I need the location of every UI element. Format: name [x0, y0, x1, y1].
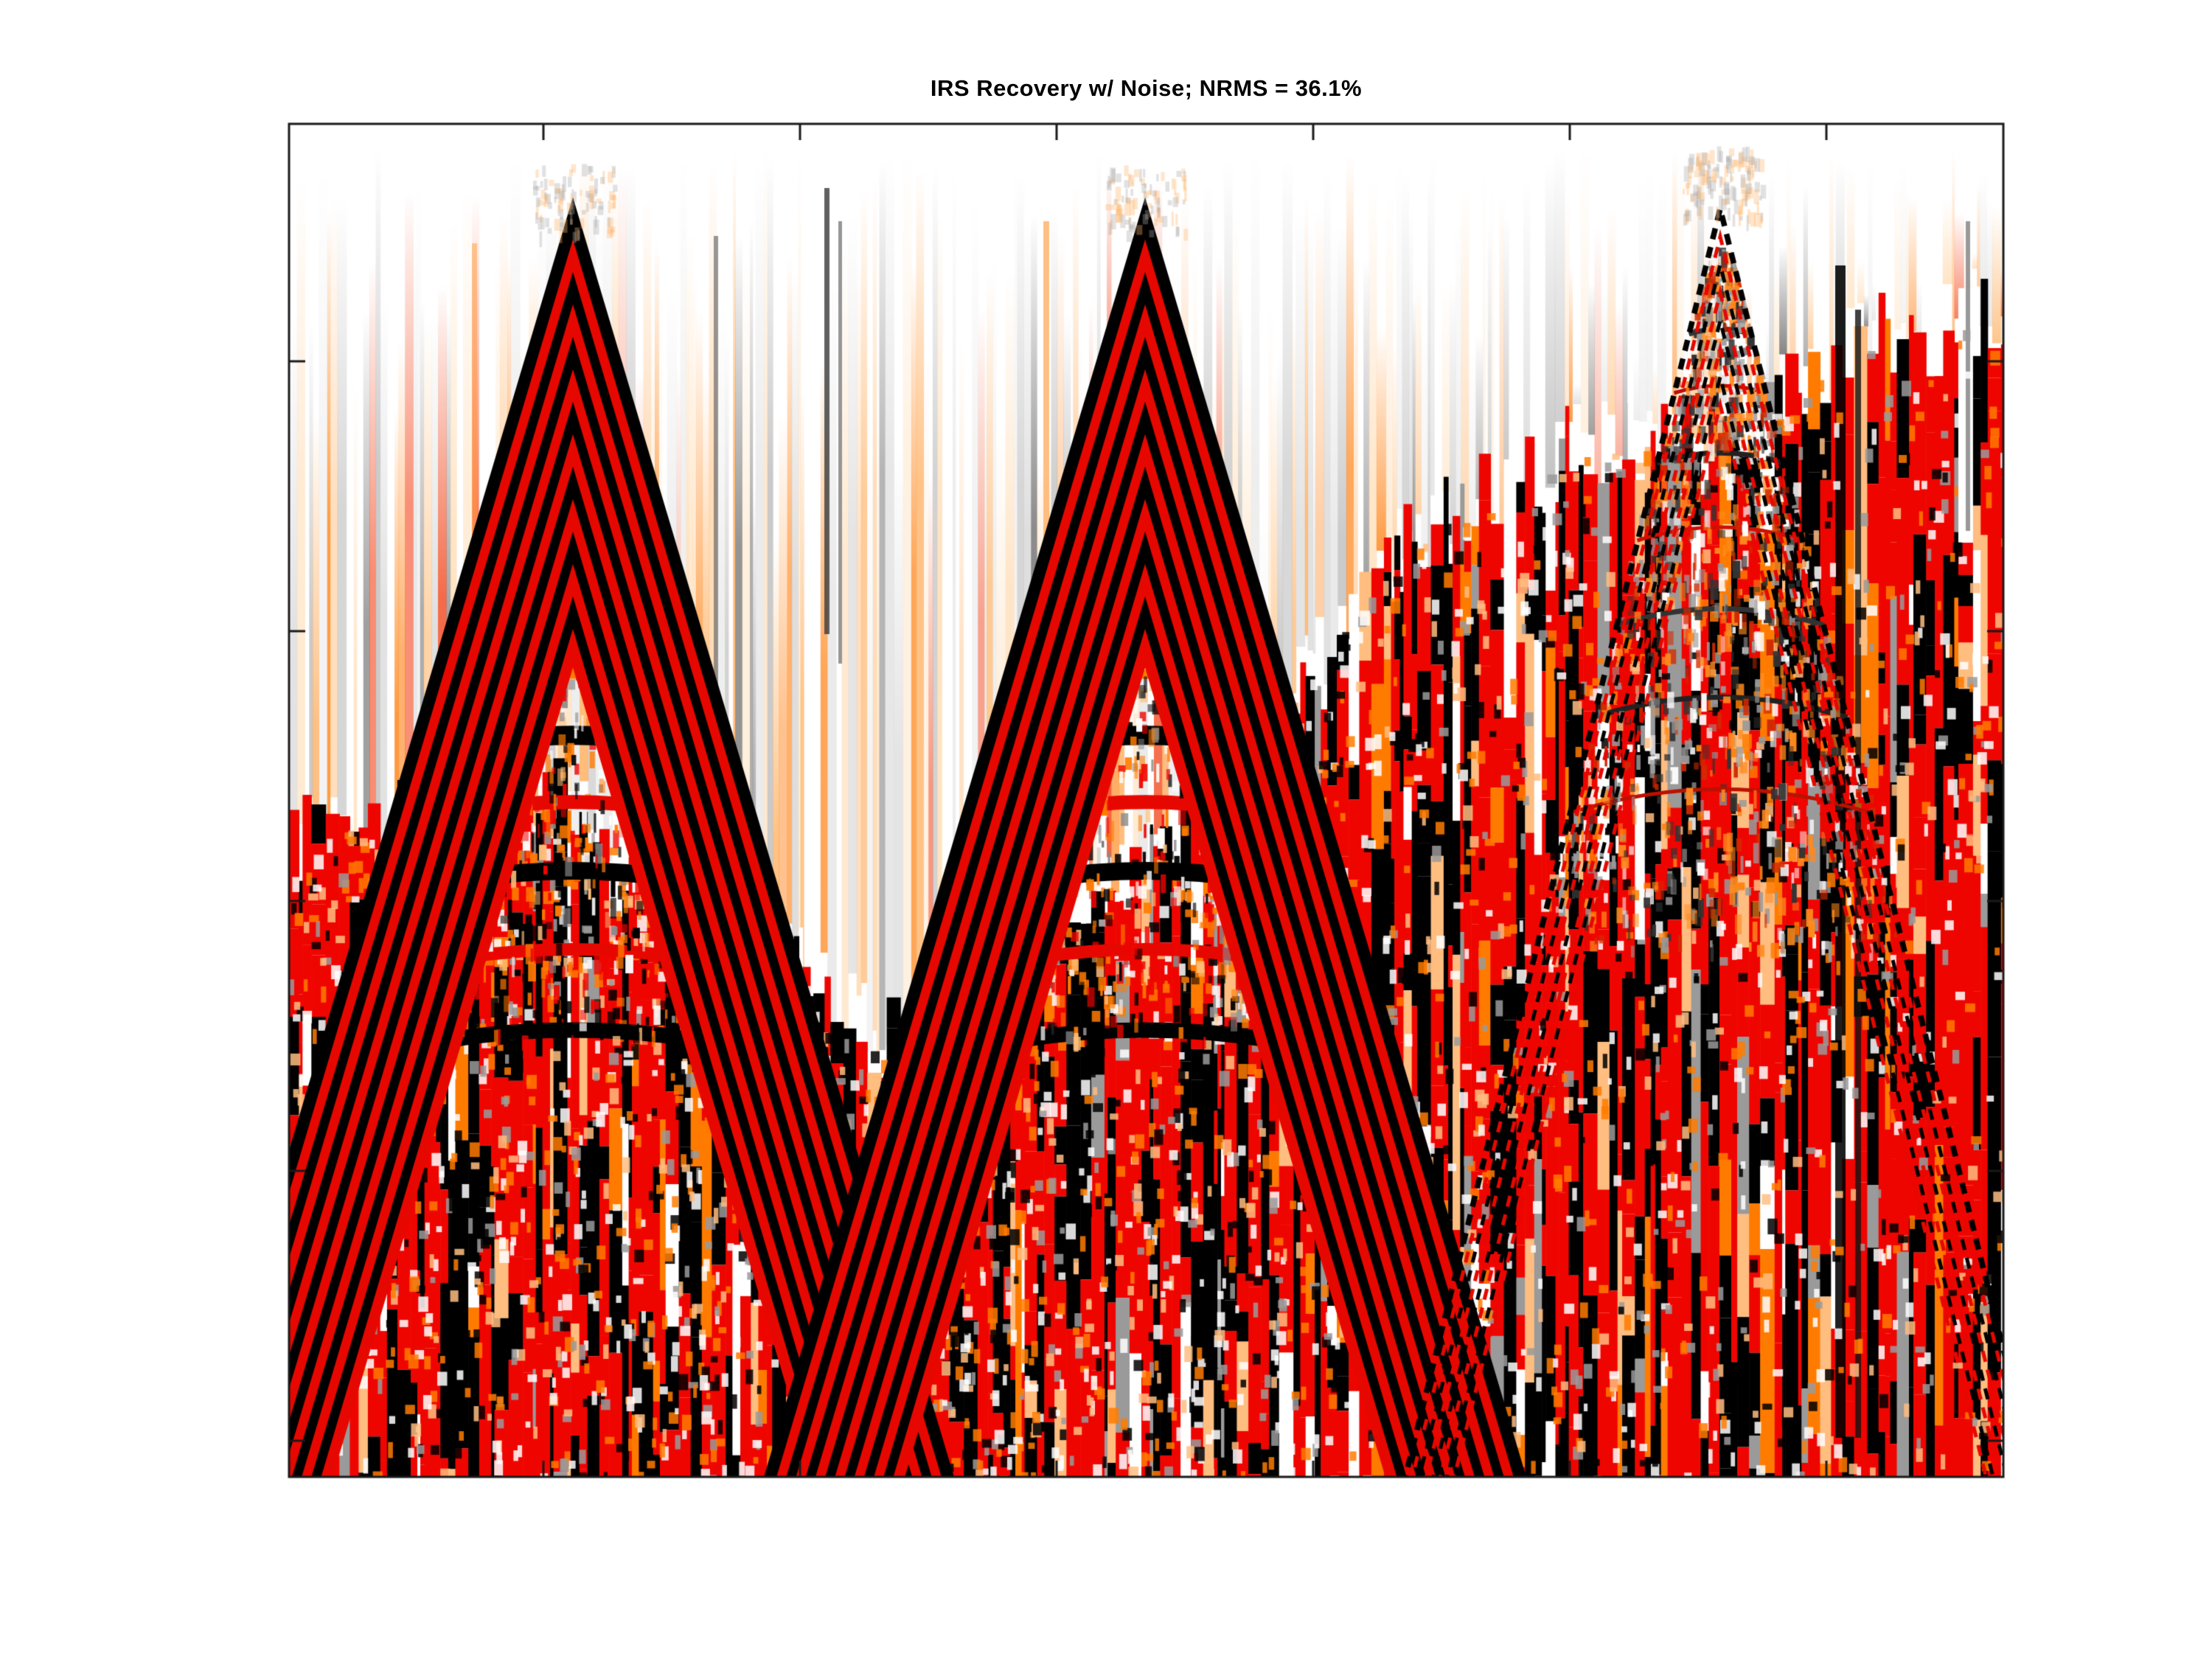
plot-title: IRS Recovery w/ Noise; NRMS = 36.1%	[930, 75, 1363, 101]
